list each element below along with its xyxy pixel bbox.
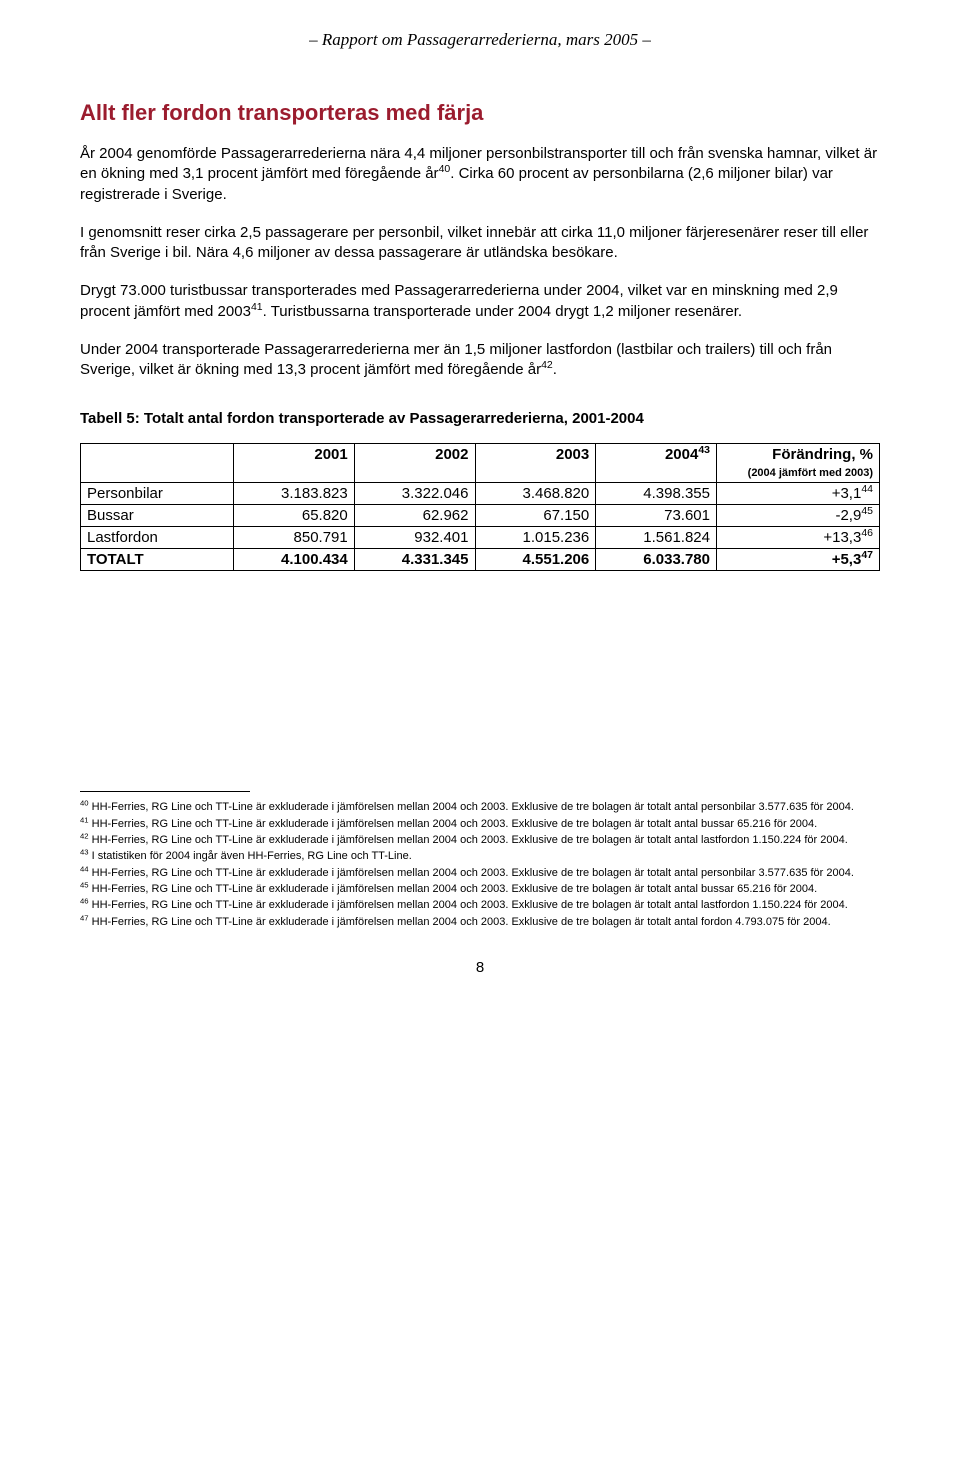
footnote-text: I statistiken för 2004 ingår även HH-Fer… — [92, 850, 412, 862]
cell-value: +3,1 — [832, 485, 862, 502]
footnote-num: 45 — [80, 880, 89, 889]
table-total-row: TOTALT 4.100.434 4.331.345 4.551.206 6.0… — [81, 549, 880, 571]
table-cell: -2,945 — [717, 505, 880, 527]
row-label: TOTALT — [81, 549, 234, 571]
footnote: 40 HH-Ferries, RG Line och TT-Line är ex… — [80, 800, 880, 814]
footnote-num: 46 — [80, 897, 89, 906]
footnote-text: HH-Ferries, RG Line och TT-Line är exklu… — [92, 801, 854, 813]
table-header-row: 2001 2002 2003 200443 Förändring, % (2004… — [81, 444, 880, 483]
table-cell: 4.398.355 — [596, 483, 717, 505]
table-cell: 65.820 — [234, 505, 355, 527]
paragraph-2: I genomsnitt reser cirka 2,5 passagerare… — [80, 223, 880, 264]
footnote-text: HH-Ferries, RG Line och TT-Line är exklu… — [92, 867, 854, 879]
table-cell: +5,347 — [717, 549, 880, 571]
footnote-ref: 42 — [541, 359, 553, 371]
footnote-ref: 40 — [439, 163, 451, 175]
footnote-num: 44 — [80, 864, 89, 873]
table-cell: 73.601 — [596, 505, 717, 527]
table-cell: +3,144 — [717, 483, 880, 505]
header-label: Förändring, % — [772, 446, 873, 463]
footnote-num: 43 — [80, 848, 89, 857]
footnote-text: HH-Ferries, RG Line och TT-Line är exklu… — [92, 916, 831, 928]
paragraph-3: Drygt 73.000 turistbussar transporterade… — [80, 281, 880, 322]
table-cell: 3.322.046 — [354, 483, 475, 505]
footnote: 46 HH-Ferries, RG Line och TT-Line är ex… — [80, 898, 880, 912]
table-header-cell: 200443 — [596, 444, 717, 483]
footnote: 41 HH-Ferries, RG Line och TT-Line är ex… — [80, 817, 880, 831]
table-cell: 4.551.206 — [475, 549, 596, 571]
footnote: 42 HH-Ferries, RG Line och TT-Line är ex… — [80, 833, 880, 847]
page-number: 8 — [80, 959, 880, 976]
footnote-text: HH-Ferries, RG Line och TT-Line är exklu… — [92, 834, 848, 846]
cell-value: -2,9 — [835, 507, 861, 524]
table-header-cell — [81, 444, 234, 483]
table-cell: 1.015.236 — [475, 527, 596, 549]
footnote-num: 42 — [80, 831, 89, 840]
table-row: Personbilar 3.183.823 3.322.046 3.468.82… — [81, 483, 880, 505]
table-cell: 850.791 — [234, 527, 355, 549]
cell-value: +5,3 — [832, 551, 862, 568]
row-label: Bussar — [81, 505, 234, 527]
footnote-text: HH-Ferries, RG Line och TT-Line är exklu… — [92, 899, 848, 911]
footnotes: 40 HH-Ferries, RG Line och TT-Line är ex… — [80, 800, 880, 928]
footnote-ref: 45 — [861, 505, 873, 517]
table-header-cell: Förändring, % (2004 jämfört med 2003) — [717, 444, 880, 483]
footnote: 45 HH-Ferries, RG Line och TT-Line är ex… — [80, 882, 880, 896]
table-cell: 932.401 — [354, 527, 475, 549]
paragraph-text: Under 2004 transporterade Passagerarrede… — [80, 341, 832, 378]
paragraph-text: . — [553, 361, 557, 378]
table-cell: 6.033.780 — [596, 549, 717, 571]
paragraph-text: . Turistbussarna transporterade under 20… — [263, 303, 742, 320]
table-header-cell: 2003 — [475, 444, 596, 483]
footnote: 43 I statistiken för 2004 ingår även HH-… — [80, 849, 880, 863]
row-label: Lastfordon — [81, 527, 234, 549]
header-label: 2004 — [665, 446, 698, 463]
table-cell: +13,346 — [717, 527, 880, 549]
data-table: 2001 2002 2003 200443 Förändring, % (2004… — [80, 443, 880, 571]
footnote: 44 HH-Ferries, RG Line och TT-Line är ex… — [80, 866, 880, 880]
main-heading: Allt fler fordon transporteras med färja — [80, 100, 880, 126]
paragraph-4: Under 2004 transporterade Passagerarrede… — [80, 340, 880, 381]
footnote-ref: 44 — [861, 483, 873, 495]
footnote-text: HH-Ferries, RG Line och TT-Line är exklu… — [92, 883, 818, 895]
footnote-num: 41 — [80, 815, 89, 824]
page: – Rapport om Passagerarrederierna, mars … — [0, 0, 960, 1016]
footnote-ref: 41 — [251, 301, 263, 313]
table-header-cell: 2001 — [234, 444, 355, 483]
footnote-num: 47 — [80, 913, 89, 922]
document-header: – Rapport om Passagerarrederierna, mars … — [80, 30, 880, 50]
footnote-ref: 46 — [861, 527, 873, 539]
table-row: Bussar 65.820 62.962 67.150 73.601 -2,94… — [81, 505, 880, 527]
footnote-num: 40 — [80, 799, 89, 808]
footnote-ref: 47 — [861, 549, 873, 561]
table-cell: 3.183.823 — [234, 483, 355, 505]
table-caption: Tabell 5: Totalt antal fordon transporte… — [80, 410, 880, 427]
cell-value: +13,3 — [823, 529, 861, 546]
footnote-separator — [80, 791, 250, 792]
row-label: Personbilar — [81, 483, 234, 505]
table-row: Lastfordon 850.791 932.401 1.015.236 1.5… — [81, 527, 880, 549]
table-header-cell: 2002 — [354, 444, 475, 483]
table-cell: 67.150 — [475, 505, 596, 527]
table-cell: 4.100.434 — [234, 549, 355, 571]
footnote: 47 HH-Ferries, RG Line och TT-Line är ex… — [80, 915, 880, 929]
header-sublabel: (2004 jämfört med 2003) — [748, 467, 873, 479]
footnote-ref: 43 — [698, 444, 710, 456]
table-cell: 1.561.824 — [596, 527, 717, 549]
footnote-text: HH-Ferries, RG Line och TT-Line är exklu… — [92, 818, 818, 830]
table-cell: 3.468.820 — [475, 483, 596, 505]
paragraph-1: År 2004 genomförde Passagerarrederierna … — [80, 144, 880, 205]
table-cell: 62.962 — [354, 505, 475, 527]
table-cell: 4.331.345 — [354, 549, 475, 571]
